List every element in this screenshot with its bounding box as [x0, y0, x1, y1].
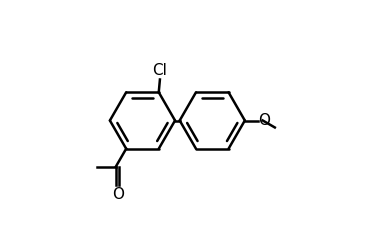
Text: O: O	[258, 113, 270, 128]
Text: O: O	[112, 187, 124, 202]
Text: Cl: Cl	[152, 63, 167, 78]
